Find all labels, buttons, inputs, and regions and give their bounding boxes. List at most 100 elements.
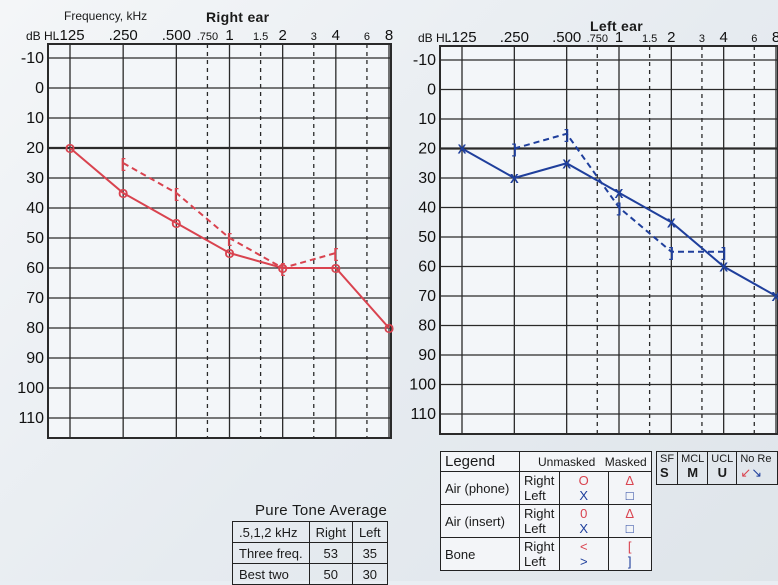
- legend-row-type: Bone: [440, 537, 520, 571]
- y-tick-label: 40: [26, 200, 44, 217]
- extra-cell: UCL U: [707, 451, 738, 485]
- x-tick-label: 1: [615, 29, 623, 46]
- pta-row-label: Best two: [232, 563, 310, 585]
- legend-left-label: Left: [524, 488, 546, 503]
- extra-header: UCL: [711, 453, 734, 465]
- legend-column-headers: Unmasked Masked: [519, 451, 652, 472]
- legend-row: Bone Right Left < > [ ]: [440, 537, 652, 571]
- x-tick-label: .250: [109, 27, 138, 44]
- legend-row: Air (phone) Right Left O X Δ □: [440, 471, 652, 505]
- legend-symbol-left: X: [579, 488, 589, 503]
- y-tick-label: 110: [18, 410, 44, 427]
- right-ear-chart: .125 .250 .500 .750 1 1.5 2 3 4 6 8 dB HL -10 0 10 20 30…: [17, 27, 394, 439]
- y-tick-label: -10: [413, 52, 436, 69]
- y-tick-label: 50: [418, 229, 436, 246]
- legend-symbol-right: O: [578, 473, 589, 488]
- data-point-air: O: [65, 141, 75, 156]
- extra-cell: No Re ↙↘: [736, 451, 778, 485]
- legend-symbol-right: Δ: [625, 506, 635, 521]
- series-line-air: [69, 147, 390, 329]
- frequency-label: Frequency, kHz: [64, 9, 148, 23]
- extra-symbol: S: [660, 465, 669, 480]
- legend-unmasked-symbols: 0 X: [558, 504, 609, 538]
- x-tick-label: 3: [699, 33, 705, 45]
- legend-symbol-right: Δ: [625, 473, 635, 488]
- extra-symbol: U: [717, 465, 727, 480]
- y-tick-label: 90: [418, 347, 436, 364]
- legend-unmasked-symbols: < >: [558, 537, 609, 571]
- data-point-bone: [: [121, 155, 126, 171]
- y-tick-label: 70: [418, 288, 436, 305]
- data-point-air: X: [615, 186, 624, 201]
- x-tick-label: 1.5: [253, 31, 268, 43]
- legend-symbol-left: □: [625, 488, 634, 503]
- chart-frame: [439, 45, 778, 435]
- x-tick-label: .125: [55, 27, 84, 44]
- x-tick-label: 2: [667, 29, 675, 46]
- legend-masked-symbols: Δ □: [607, 471, 652, 505]
- extra-header: SF: [660, 453, 675, 465]
- legend-symbol-left: >: [579, 554, 588, 569]
- legend-table: Legend Unmasked Masked Air (phone) Right…: [440, 451, 652, 571]
- legend-right-label: Right: [524, 506, 555, 521]
- y-axis-label: dB HL: [418, 31, 452, 45]
- extra-row: SF S MCL M UCL U No Re ↙↘: [655, 451, 778, 485]
- legend-right-label: Right: [524, 539, 555, 554]
- legend-title: Legend: [440, 451, 520, 472]
- data-point-bone: [: [174, 185, 179, 201]
- data-point-air: O: [118, 186, 128, 201]
- pta-row-label: Three freq.: [232, 542, 310, 564]
- x-tick-label: 1: [225, 27, 233, 44]
- data-point-air: X: [510, 171, 519, 186]
- chart-frame: [47, 43, 392, 439]
- extra-symbol: M: [687, 465, 699, 480]
- data-point-air: X: [667, 215, 676, 230]
- y-axis-label: dB HL: [26, 29, 60, 43]
- x-tick-label: .250: [500, 29, 529, 46]
- left-ear-chart: .125 .250 .500 .750 1 1.5 2 3 4 6 8 dB HL -10 0 10 20 30…: [409, 29, 778, 435]
- y-tick-label: 10: [26, 110, 44, 127]
- pta-row: Best two 50 30: [232, 563, 388, 585]
- data-point-air: X: [719, 260, 728, 275]
- legend-masked-symbols: [ ]: [607, 537, 652, 571]
- pta-header-row: .5,1,2 kHz Right Left: [232, 521, 388, 543]
- legend-unmasked-symbols: O X: [558, 471, 609, 505]
- x-tick-label: 4: [332, 27, 340, 44]
- legend-left-label: Left: [524, 521, 546, 536]
- left-ear-title: Left ear: [590, 18, 643, 34]
- y-tick-label: 110: [410, 406, 436, 423]
- y-tick-label: 60: [418, 259, 436, 276]
- legend-left-label: Left: [524, 554, 546, 569]
- data-point-bone: [: [280, 260, 285, 276]
- x-tick-label: .500: [552, 29, 581, 46]
- y-tick-label: 0: [427, 82, 436, 99]
- x-tick-label: 2: [278, 27, 286, 44]
- y-tick-label: 0: [35, 80, 44, 97]
- legend-symbol-left: □: [625, 521, 634, 536]
- y-tick-label: 100: [409, 377, 436, 394]
- y-tick-label: 30: [418, 170, 436, 187]
- pta-header-right: Right: [308, 521, 353, 543]
- data-point-air: X: [772, 289, 778, 304]
- legend-row-sides: Right Left: [519, 504, 560, 538]
- series-line-bone: [514, 132, 724, 253]
- legend-symbol-right: <: [579, 539, 588, 554]
- data-point-air: O: [171, 216, 181, 231]
- pta-header-freq: .5,1,2 kHz: [232, 521, 310, 543]
- y-tick-label: 60: [26, 260, 44, 277]
- legend-row-type: Air (insert): [440, 504, 520, 538]
- legend-masked-label: Masked: [604, 454, 647, 469]
- series-line-air: [461, 147, 777, 297]
- no-response-icon: ↙↘: [740, 465, 763, 480]
- data-point-bone: ]: [617, 200, 622, 216]
- y-tick-label: 20: [26, 140, 44, 157]
- x-tick-label: .750: [587, 33, 608, 45]
- legend-row-sides: Right Left: [519, 537, 560, 571]
- x-tick-label: .500: [162, 27, 191, 44]
- series-line-bone: [122, 162, 337, 270]
- legend-unmasked-label: Unmasked: [538, 454, 596, 469]
- data-point-bone: ]: [721, 244, 726, 260]
- data-point-bone: ]: [564, 126, 569, 142]
- legend-symbol-left: X: [579, 521, 589, 536]
- pta-row-right: 53: [308, 542, 353, 564]
